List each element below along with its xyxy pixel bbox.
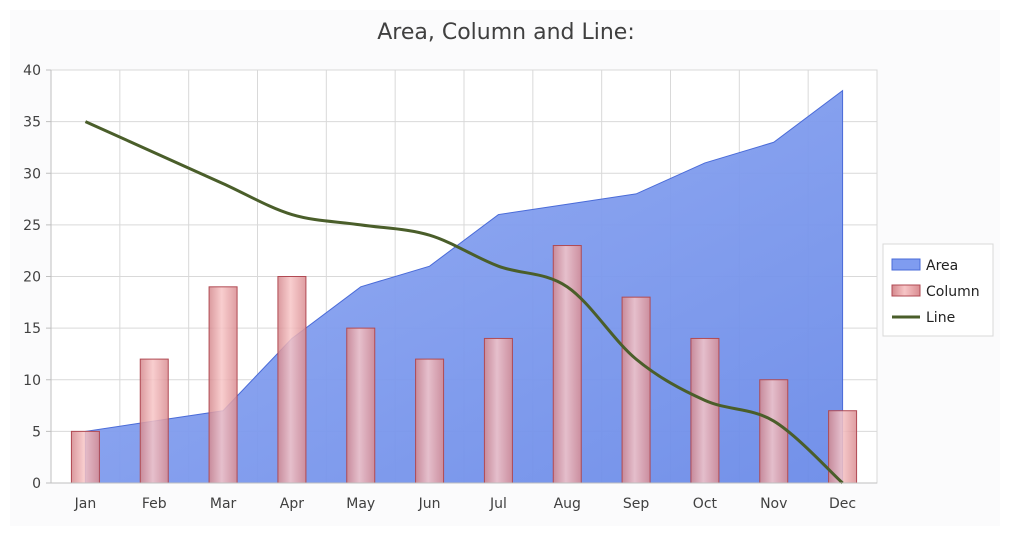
y-tick-label: 30 [23, 166, 41, 182]
column-bar-jul [483, 337, 513, 484]
column-bar-dec [828, 410, 858, 484]
x-tick-label: Aug [554, 496, 581, 512]
x-tick-label: Oct [693, 496, 718, 512]
y-tick-label: 40 [23, 63, 41, 79]
x-tick-label: Mar [210, 496, 237, 512]
x-tick-label: May [346, 496, 375, 512]
column-bar-feb [139, 358, 169, 484]
column-bar-sep [621, 296, 651, 484]
x-tick-label: Feb [142, 496, 167, 512]
legend-label-area: Area [926, 258, 958, 274]
column-bar-apr [277, 276, 307, 484]
y-tick-label: 35 [23, 115, 41, 131]
y-tick-label: 20 [23, 270, 41, 286]
column-bar-jan [70, 430, 100, 484]
column-bar-may [346, 327, 376, 484]
legend-label-line: Line [926, 310, 955, 326]
legend: Area Column Line [882, 243, 994, 337]
x-tick-label: Dec [829, 496, 856, 512]
legend-swatch-area [891, 258, 921, 271]
y-tick-label: 25 [23, 218, 41, 234]
legend-swatch-column [891, 284, 921, 297]
column-bar-nov [759, 379, 789, 484]
legend-label-column: Column [926, 284, 980, 300]
x-tick-label: Jun [418, 496, 441, 512]
x-tick-label: Jan [74, 496, 97, 512]
y-tick-label: 10 [23, 373, 41, 389]
y-tick-label: 0 [32, 476, 41, 492]
column-bar-jun [415, 358, 445, 484]
area-series [84, 89, 844, 484]
chart-title: Area, Column and Line: [377, 20, 635, 45]
x-tick-label: Jul [489, 496, 507, 512]
area-fill [84, 89, 844, 484]
y-tick-label: 5 [32, 424, 41, 440]
axes: 0 5 10 15 20 25 30 35 40 Jan Feb Mar Apr May Jun Jul Aug… [23, 63, 877, 512]
column-bar-mar [208, 286, 238, 484]
line-path [84, 120, 844, 485]
x-tick-label: Sep [623, 496, 650, 512]
x-tick-label: Nov [760, 496, 787, 512]
y-tick-label: 15 [23, 321, 41, 337]
line-series [84, 120, 844, 485]
x-tick-label: Apr [280, 496, 304, 512]
column-bar-oct [690, 337, 720, 484]
column-series [70, 245, 858, 484]
